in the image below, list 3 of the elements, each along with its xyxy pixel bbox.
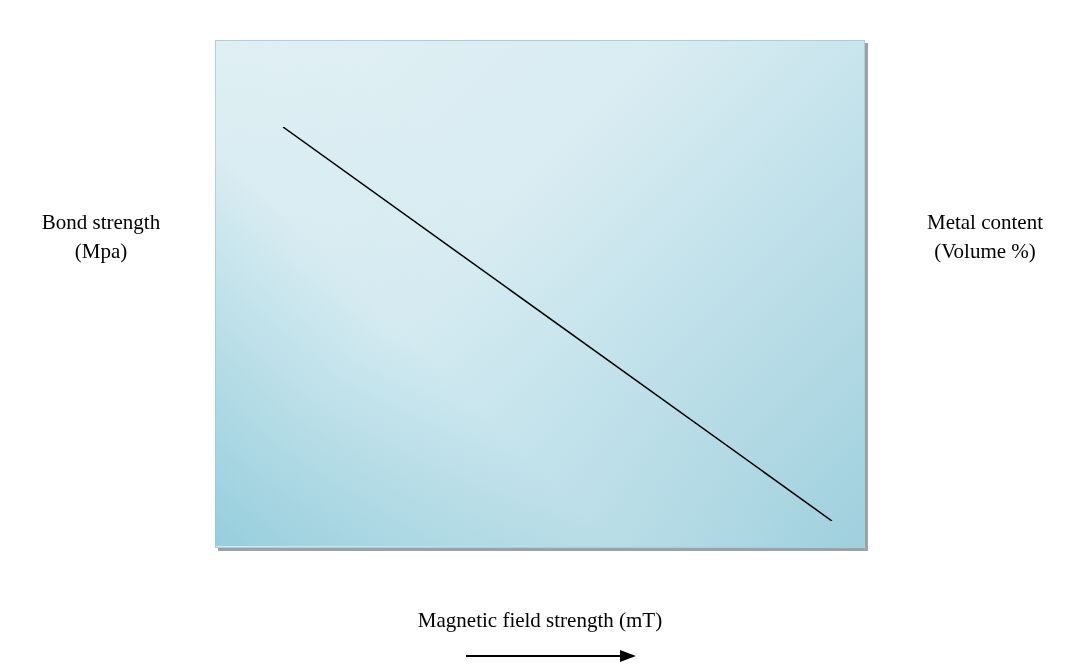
y-axis-title: Bond strength (Mpa) [40,209,162,265]
x-axis-title: Magnetic field strength (mT) [416,607,664,634]
y2-axis-title: Metal content (Volume %) [925,209,1044,265]
